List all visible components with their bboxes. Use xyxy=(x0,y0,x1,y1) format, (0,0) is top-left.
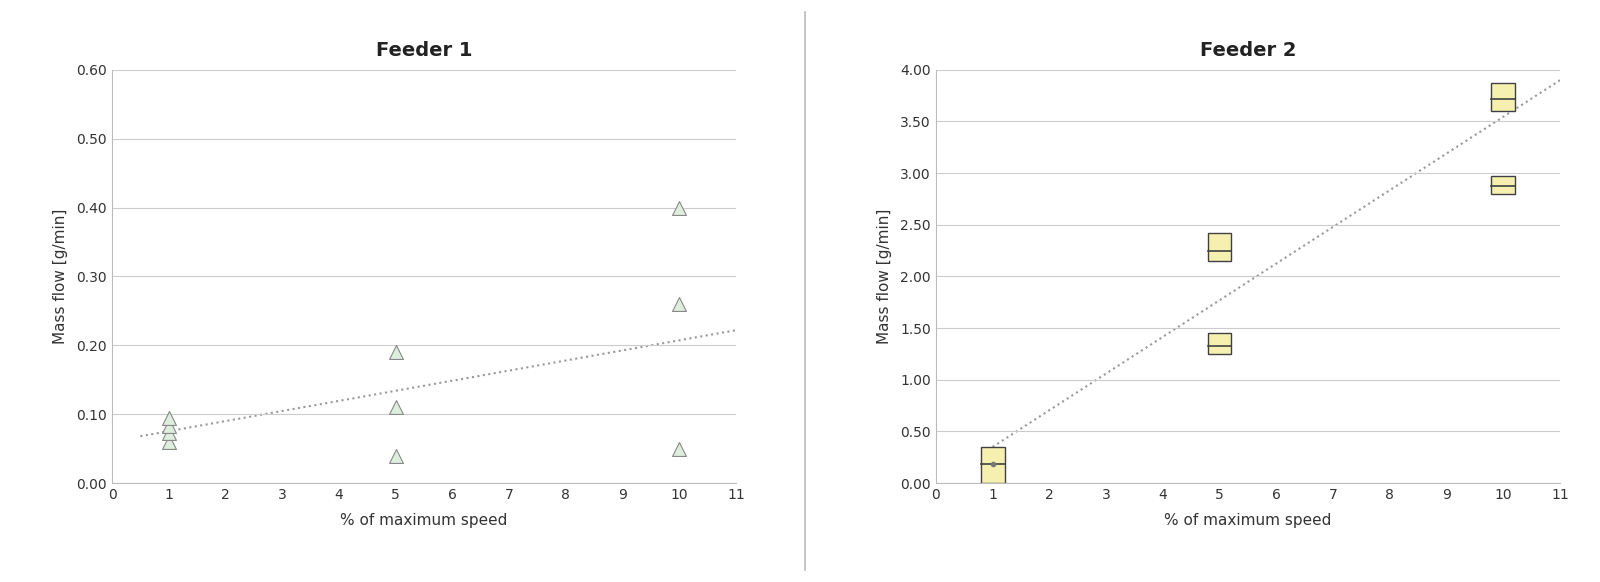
Bar xyxy=(1491,176,1515,194)
Bar xyxy=(1208,333,1232,354)
Point xyxy=(155,429,181,438)
Point xyxy=(667,444,693,453)
Point xyxy=(382,451,408,460)
Point xyxy=(667,203,693,212)
Point xyxy=(155,437,181,446)
Y-axis label: Mass flow [g/min]: Mass flow [g/min] xyxy=(53,209,69,344)
X-axis label: % of maximum speed: % of maximum speed xyxy=(1165,513,1331,528)
Point xyxy=(155,421,181,431)
Bar xyxy=(981,447,1005,483)
Bar xyxy=(1208,233,1232,261)
Title: Feeder 2: Feeder 2 xyxy=(1200,41,1296,60)
Point xyxy=(382,347,408,357)
Point xyxy=(155,413,181,423)
Bar xyxy=(1491,83,1515,111)
Point xyxy=(667,299,693,308)
Y-axis label: Mass flow [g/min]: Mass flow [g/min] xyxy=(877,209,891,344)
X-axis label: % of maximum speed: % of maximum speed xyxy=(341,513,507,528)
Title: Feeder 1: Feeder 1 xyxy=(376,41,472,60)
Point xyxy=(382,403,408,412)
